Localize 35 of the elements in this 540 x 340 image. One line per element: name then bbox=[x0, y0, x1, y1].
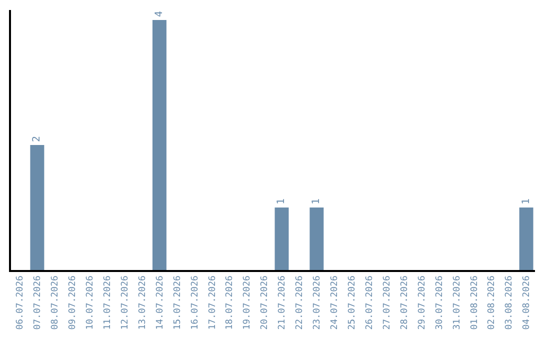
x-tick-label: 14.07.2026 bbox=[155, 276, 166, 330]
x-tick-label: 08.07.2026 bbox=[50, 276, 61, 330]
x-tick-label: 27.07.2026 bbox=[382, 276, 392, 330]
data-label: 1 bbox=[520, 198, 532, 204]
x-tick-label: 31.07.2026 bbox=[452, 276, 462, 330]
x-tick-label: 09.07.2026 bbox=[68, 276, 78, 330]
x-tick-label: 16.07.2026 bbox=[190, 276, 200, 330]
x-tick-label: 25.07.2026 bbox=[348, 276, 358, 330]
data-label: 1 bbox=[276, 198, 288, 204]
x-tick-label: 21.07.2026 bbox=[278, 276, 288, 330]
x-tick-label: 15.07.2026 bbox=[172, 276, 183, 330]
x-tick-label: 29.07.2026 bbox=[417, 276, 428, 330]
x-tick-label: 22.07.2026 bbox=[295, 276, 306, 330]
x-tick-label: 10.07.2026 bbox=[86, 276, 96, 330]
data-label: 4 bbox=[154, 10, 165, 17]
x-tick-label: 03.08.2026 bbox=[504, 276, 515, 330]
data-label: 1 bbox=[311, 198, 322, 204]
x-tick-label: 23.07.2026 bbox=[312, 276, 323, 330]
x-tick-label: 30.07.2026 bbox=[434, 276, 445, 330]
data-label: 2 bbox=[32, 136, 43, 142]
x-tick-label: 12.07.2026 bbox=[120, 276, 130, 330]
x-tick-label: 20.07.2026 bbox=[260, 276, 270, 330]
x-tick-label: 01.08.2026 bbox=[470, 276, 480, 330]
x-tick-label: 24.07.2026 bbox=[330, 276, 340, 330]
x-tick-label: 13.07.2026 bbox=[138, 276, 148, 330]
x-tick-label: 07.07.2026 bbox=[33, 276, 44, 330]
x-tick-label: 18.07.2026 bbox=[225, 276, 236, 330]
x-tick-label: 28.07.2026 bbox=[400, 276, 410, 330]
x-tick-label: 19.07.2026 bbox=[242, 276, 253, 330]
x-tick-label: 17.07.2026 bbox=[208, 276, 218, 330]
x-tick-label: 26.07.2026 bbox=[364, 276, 375, 330]
x-tick-label: 06.07.2026 bbox=[16, 276, 26, 330]
x-tick-label: 04.08.2026 bbox=[522, 276, 532, 330]
x-tick-label: 11.07.2026 bbox=[102, 276, 113, 330]
x-tick-label: 02.08.2026 bbox=[487, 276, 498, 330]
